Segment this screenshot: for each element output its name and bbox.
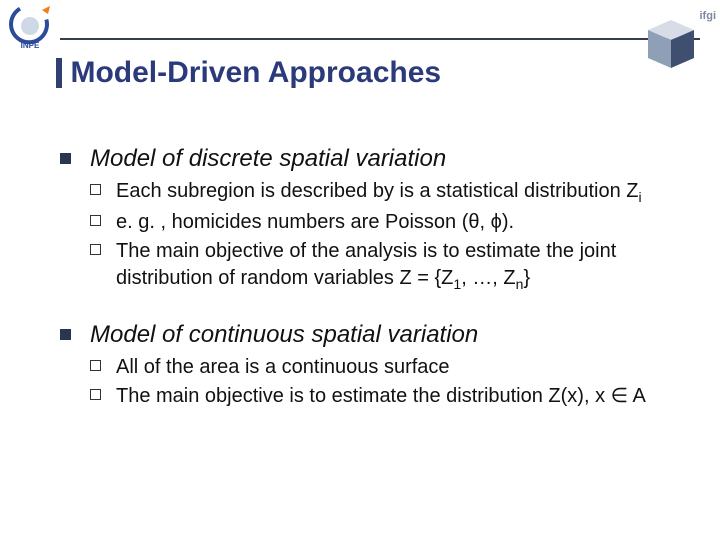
inpe-logo-icon: INPE [4,0,56,52]
list-item-text: Each subregion is described by is a stat… [116,180,642,202]
section-heading: Model of discrete spatial variation [60,144,696,174]
svg-text:INPE: INPE [21,41,40,50]
list-item-text: The main objective of the analysis is to… [116,240,616,289]
hollow-square-bullet-icon [90,184,101,195]
title-wrap: Model-Driven Approaches [56,56,441,90]
section-heading-text: Model of discrete spatial variation [90,145,446,172]
slide-root: INPE ifgi Model-Driven Approaches Model … [0,0,720,540]
list-item-text: The main objective is to estimate the di… [116,385,646,407]
page-title: Model-Driven Approaches [70,56,441,90]
header-rule [60,38,700,40]
list-item-text: e. g. , homicides numbers are Poisson (θ… [116,211,514,233]
hollow-square-bullet-icon [90,389,101,400]
list-item: e. g. , homicides numbers are Poisson (θ… [90,209,696,236]
square-bullet-icon [60,153,71,164]
list-item: All of the area is a continuous surface [90,354,696,381]
section-heading-text: Model of continuous spatial variation [90,321,478,348]
ifgi-label: ifgi [700,10,717,22]
square-bullet-icon [60,329,71,340]
list-item: The main objective of the analysis is to… [90,238,696,294]
title-accent-bar [56,58,62,88]
list-item-text: All of the area is a continuous surface [116,356,450,378]
hollow-square-bullet-icon [90,360,101,371]
list-item: Each subregion is described by is a stat… [90,178,696,207]
hollow-square-bullet-icon [90,215,101,226]
list-item: The main objective is to estimate the di… [90,383,696,410]
content-area: Model of discrete spatial variation Each… [60,130,696,412]
ifgi-cube-icon [648,20,694,76]
hollow-square-bullet-icon [90,244,101,255]
section-heading: Model of continuous spatial variation [60,320,696,350]
